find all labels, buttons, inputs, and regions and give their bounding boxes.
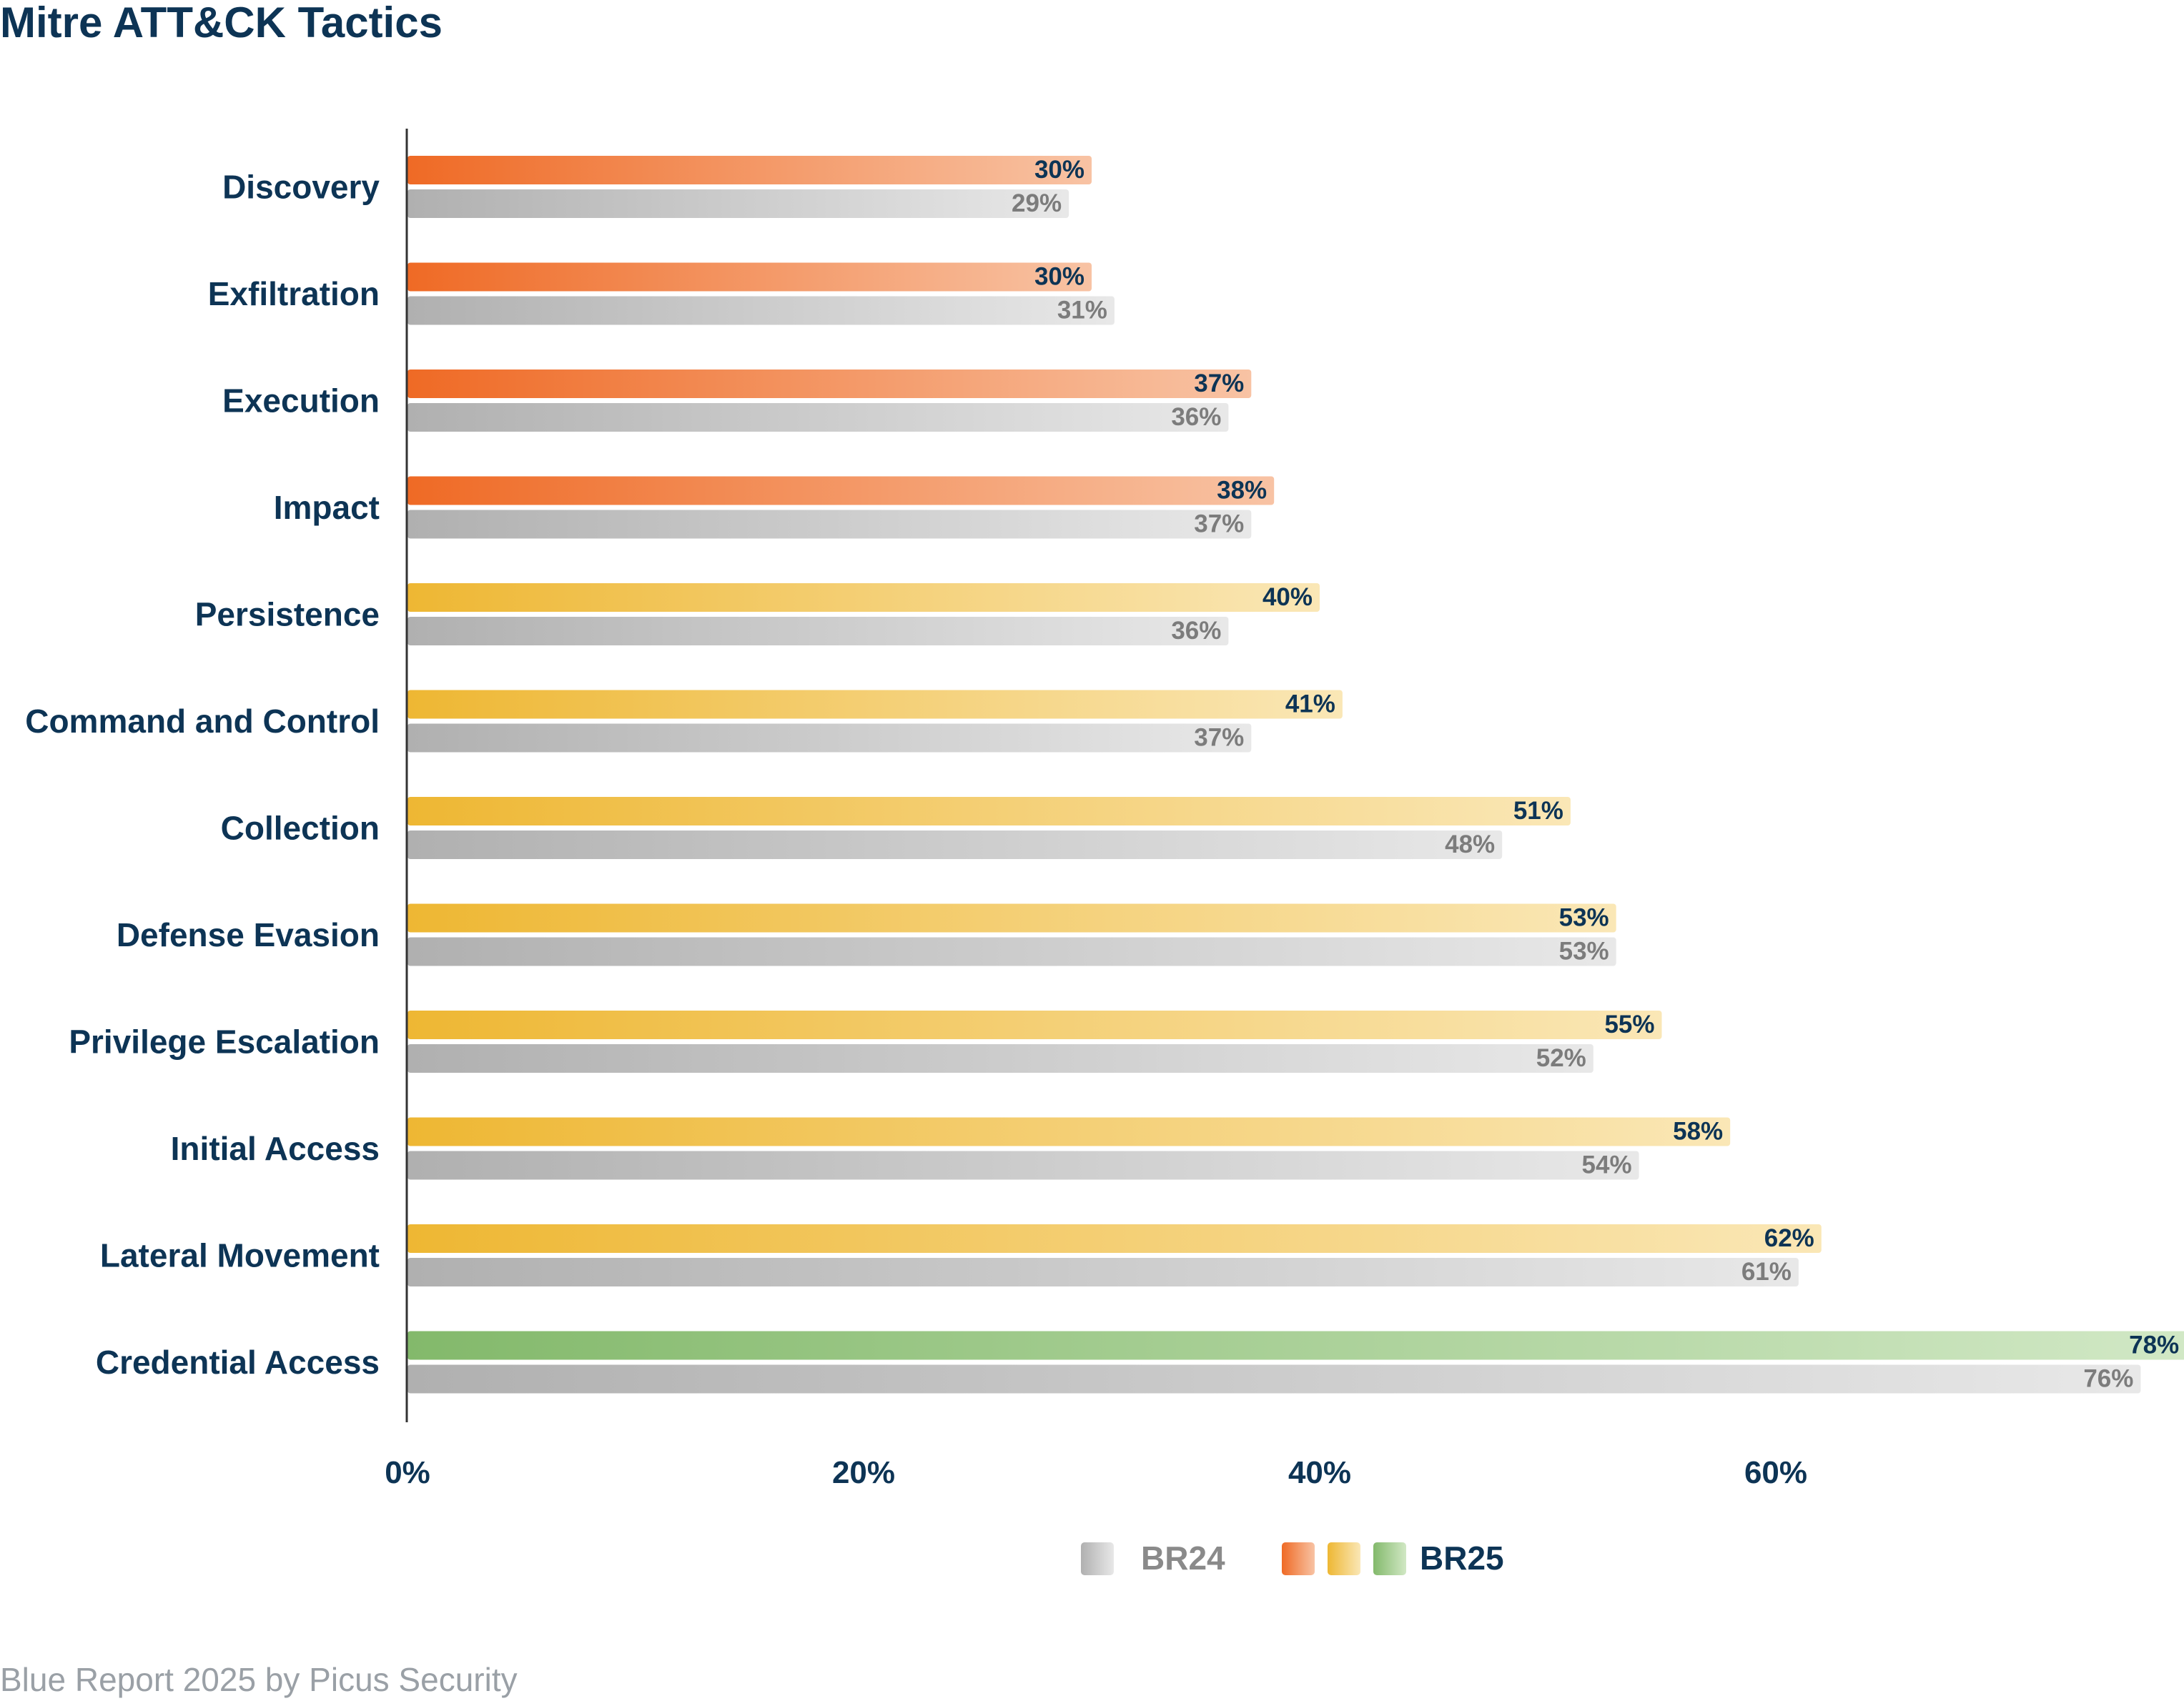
data-label-br24: 37%: [1194, 510, 1244, 538]
category-label: Persistence: [195, 596, 380, 633]
x-tick-label: 60%: [1744, 1455, 1807, 1490]
bar-row: Discovery 30% 29%: [222, 156, 1092, 218]
data-label-br25: 78%: [2129, 1331, 2179, 1359]
category-label: Exfiltration: [208, 275, 380, 312]
bar-br25: [407, 1011, 1662, 1039]
bar-row: Command and Control 41% 37%: [25, 690, 1343, 753]
bar-row: Impact 38% 37%: [274, 476, 1275, 539]
bar-br24: [407, 296, 1115, 325]
bar-br25: [407, 1331, 2184, 1360]
data-label-br25: 53%: [1559, 904, 1609, 932]
data-label-br25: 38%: [1217, 477, 1267, 505]
data-label-br24: 37%: [1194, 724, 1244, 752]
data-label-br25: 30%: [1034, 156, 1084, 184]
data-label-br24: 48%: [1445, 830, 1495, 858]
bar-br24: [407, 403, 1229, 432]
bar-br24: [407, 1044, 1593, 1073]
data-label-br25: 37%: [1194, 370, 1244, 397]
bar-br24: [407, 189, 1069, 218]
bar-br25: [407, 370, 1252, 398]
data-label-br25: 55%: [1604, 1011, 1654, 1038]
legend-swatch-br25-orange: [1282, 1542, 1315, 1575]
bar-br25: [407, 262, 1092, 292]
bar-br25: [407, 690, 1343, 719]
legend-label-br24: BR24: [1141, 1539, 1225, 1577]
category-label: Initial Access: [171, 1130, 380, 1167]
x-tick-label: 20%: [832, 1455, 895, 1490]
category-label: Impact: [274, 489, 380, 526]
data-label-br24: 76%: [2083, 1365, 2133, 1393]
bar-br24: [407, 1258, 1799, 1286]
data-label-br25: 41%: [1285, 690, 1335, 718]
bar-row: Privilege Escalation 55% 52%: [69, 1011, 1662, 1073]
data-label-br24: 61%: [1741, 1258, 1792, 1286]
data-label-br25: 30%: [1034, 263, 1084, 291]
bar-br25: [407, 1117, 1731, 1146]
category-label: Defense Evasion: [117, 916, 380, 953]
category-label: Lateral Movement: [100, 1237, 380, 1274]
data-label-br25: 58%: [1673, 1118, 1723, 1146]
bar-br25: [407, 156, 1092, 184]
bar-row: Lateral Movement 62% 61%: [100, 1224, 1822, 1286]
bar-row: Initial Access 58% 54%: [171, 1117, 1731, 1180]
data-label-br24: 31%: [1057, 297, 1107, 324]
bar-row: Collection 51% 48%: [221, 797, 1571, 859]
category-label: Execution: [222, 382, 380, 420]
data-label-br24: 36%: [1171, 617, 1221, 645]
legend: BR24 BR25: [1081, 1539, 1504, 1577]
data-label-br25: 51%: [1513, 797, 1563, 825]
category-label: Credential Access: [96, 1344, 380, 1381]
legend-label-br25: BR25: [1420, 1539, 1504, 1577]
data-label-br24: 29%: [1012, 189, 1062, 217]
bar-row: Credential Access 78% 76%: [96, 1331, 2184, 1394]
x-tick-label: 0%: [385, 1455, 430, 1490]
bar-br24: [407, 830, 1503, 859]
bar-br25: [407, 797, 1571, 825]
bar-row: Execution 37% 36%: [222, 370, 1252, 432]
legend-swatch-br25-green: [1373, 1542, 1406, 1575]
bar-br24: [407, 1151, 1639, 1180]
footer-source: Blue Report 2025 by Picus Security: [0, 1661, 518, 1698]
category-label: Command and Control: [25, 703, 380, 740]
legend-swatch-br24: [1081, 1542, 1114, 1575]
data-label-br24: 36%: [1171, 403, 1221, 431]
bar-br24: [407, 617, 1229, 645]
data-label-br24: 53%: [1559, 938, 1609, 966]
bar-br25: [407, 1224, 1822, 1253]
data-label-br25: 62%: [1764, 1224, 1814, 1252]
category-label: Collection: [221, 810, 380, 847]
chart-rows: Discovery 30% 29% Exfiltration 30% 31% Executi…: [25, 156, 2184, 1394]
data-label-br24: 54%: [1582, 1151, 1632, 1179]
bar-br24: [407, 937, 1616, 966]
legend-swatch-br25-yellow: [1328, 1542, 1360, 1575]
bar-row: Persistence 40% 36%: [195, 583, 1320, 645]
bar-br25: [407, 903, 1616, 933]
x-tick-label: 40%: [1288, 1455, 1351, 1490]
category-label: Privilege Escalation: [69, 1023, 380, 1061]
bar-br25: [407, 476, 1275, 505]
bar-row: Exfiltration 30% 31%: [208, 262, 1115, 325]
x-axis-ticks: 0% 20% 40% 60%: [385, 1455, 1807, 1490]
bar-br25: [407, 583, 1320, 612]
bar-br24: [407, 1364, 2141, 1394]
bar-row: Defense Evasion 53% 53%: [117, 903, 1616, 966]
bar-br24: [407, 510, 1252, 539]
data-label-br25: 40%: [1263, 583, 1313, 611]
bar-br24: [407, 723, 1252, 753]
category-label: Discovery: [222, 169, 380, 206]
chart-title: Mitre ATT&CK Tactics: [0, 0, 443, 46]
data-label-br24: 52%: [1536, 1044, 1586, 1072]
